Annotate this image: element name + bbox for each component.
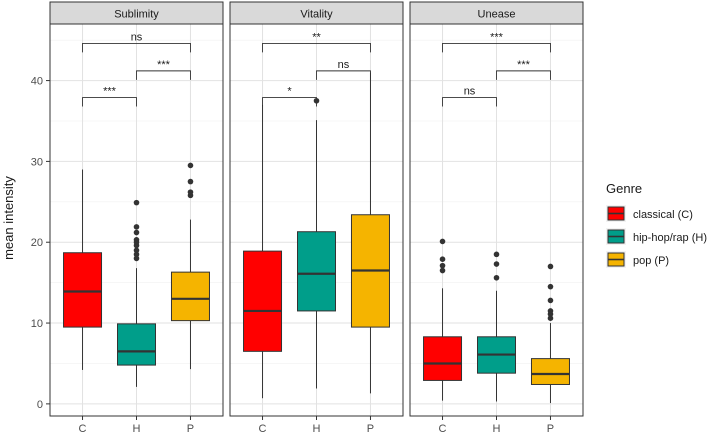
significance-bracket [496, 70, 551, 80]
significance-label: *** [490, 31, 504, 43]
strip-label: Vitality [300, 9, 333, 21]
y-tick-label: 30 [31, 156, 43, 168]
x-tick-label: P [367, 423, 374, 435]
significance-label: * [287, 86, 292, 98]
outlier-point [133, 237, 140, 243]
outlier-point [547, 308, 554, 314]
outlier-point [187, 162, 194, 169]
outlier-point [439, 267, 446, 274]
x-tick-label: P [187, 423, 194, 435]
significance-bracket [262, 42, 371, 53]
box-h [117, 199, 156, 387]
significance-label: *** [157, 59, 171, 71]
outlier-point [187, 178, 194, 185]
x-tick-label: C [439, 423, 447, 435]
significance-bracket [82, 97, 137, 107]
legend-title: Genre [606, 181, 642, 196]
y-axis-title: mean intensity [1, 176, 16, 260]
y-axis: 0 10 20 30 40 [31, 76, 50, 411]
outlier-point [493, 251, 500, 258]
box-c [423, 238, 463, 401]
significance-label: *** [103, 86, 117, 98]
x-tick-label: C [79, 423, 87, 435]
legend-label: hip-hop/rap (H) [633, 232, 707, 244]
box-p [350, 72, 390, 394]
outlier-point [493, 261, 500, 267]
x-tick-label: H [313, 423, 321, 435]
panel-vitality: ** ns * Vitality C H P [229, 1, 404, 435]
significance-label: ns [338, 59, 350, 71]
y-tick-label: 10 [31, 318, 43, 330]
box-h [477, 251, 516, 402]
legend-entry: pop (P) [606, 251, 669, 268]
box-body [530, 358, 570, 385]
x-tick-label: P [547, 423, 554, 435]
significance-bracket [136, 70, 191, 80]
box-c [63, 169, 103, 370]
strip-background [49, 1, 224, 25]
outlier-point [547, 297, 554, 304]
box-p [530, 263, 570, 404]
box-body [170, 271, 210, 322]
significance-bracket [442, 42, 551, 53]
strip-background [409, 1, 584, 25]
panel-sublimity: ns *** *** Sublimity C H P [49, 1, 224, 435]
box-body [243, 250, 283, 352]
box-p [170, 162, 210, 370]
y-tick-label: 40 [31, 76, 43, 88]
legend-entry: hip-hop/rap (H) [606, 228, 707, 245]
panel-unease: *** *** ns Unease C H P [409, 1, 584, 435]
significance-label: ns [131, 31, 143, 43]
significance-label: ** [312, 31, 321, 43]
outlier-point [547, 315, 554, 322]
legend-label: pop (P) [633, 255, 669, 267]
outlier-point [133, 229, 140, 236]
y-tick-label: 0 [37, 399, 43, 411]
legend: Genre classical (C) hip-hop/rap (H) pop (P) [606, 181, 707, 268]
box-body [117, 323, 156, 366]
box-body [297, 231, 336, 312]
box-body [423, 336, 463, 381]
outlier-point [133, 255, 140, 262]
box-c [243, 104, 283, 399]
outlier-point [133, 247, 140, 254]
strip-label: Unease [478, 9, 516, 21]
outlier-point [493, 274, 500, 281]
outlier-point [187, 189, 194, 195]
box-body [63, 252, 103, 328]
legend-label: classical (C) [633, 209, 693, 221]
y-tick-label: 20 [31, 237, 43, 249]
significance-bracket [262, 97, 317, 107]
outlier-point [439, 262, 446, 269]
significance-bracket [442, 97, 497, 107]
significance-bracket [316, 70, 371, 80]
outlier-point [547, 283, 554, 290]
significance-label: *** [517, 59, 531, 71]
x-tick-label: H [133, 423, 141, 435]
strip-background [229, 1, 404, 25]
outlier-point [133, 224, 140, 230]
x-tick-label: C [259, 423, 267, 435]
outlier-point [439, 256, 446, 263]
outlier-point [133, 199, 140, 206]
box-h [297, 97, 336, 389]
strip-label: Sublimity [114, 9, 159, 21]
significance-bracket [82, 42, 191, 53]
x-tick-label: H [493, 423, 501, 435]
outlier-point [547, 263, 554, 270]
significance-label: ns [464, 86, 476, 98]
legend-entry: classical (C) [606, 205, 693, 222]
outlier-point [133, 251, 140, 258]
outlier-point [439, 238, 446, 245]
